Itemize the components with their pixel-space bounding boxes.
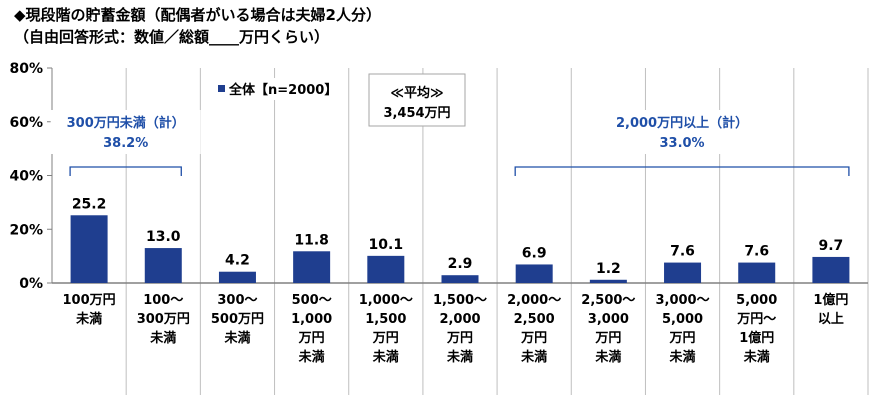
annotation-label: 2,000万円以上（計） <box>616 115 748 131</box>
x-tick-label: 3,000～ 5,000 万円未満 <box>655 293 709 365</box>
bar <box>218 271 256 283</box>
bar-value-label: 25.2 <box>72 196 107 212</box>
bar-value-label: 13.0 <box>146 229 181 245</box>
bar <box>441 275 479 283</box>
bar-value-label: 9.7 <box>819 238 844 254</box>
bar <box>515 264 553 283</box>
annotation-bg <box>607 110 758 154</box>
annotation-value: 38.2% <box>103 136 148 151</box>
bar-value-label: 11.8 <box>294 232 329 248</box>
y-tick-label: 0% <box>19 276 43 292</box>
legend-box <box>215 78 337 100</box>
x-tick-label: 500～ 1,000 万円未満 <box>291 293 332 365</box>
y-tick-label: 20% <box>9 222 43 238</box>
x-tick-label: 1億円以上 <box>813 292 848 327</box>
x-tick-label: 1,500～ 2,000 万円未満 <box>433 293 487 365</box>
bar-value-label: 6.9 <box>522 245 547 261</box>
bar-value-label: 1.2 <box>596 261 621 277</box>
legend-label: 全体【n=2000】 <box>228 82 337 98</box>
average-heading: ≪平均≫ <box>390 85 443 101</box>
x-tick-label: 100～ 300万円未満 <box>137 293 190 346</box>
x-tick-label: 300～ 500万円未満 <box>211 293 264 346</box>
bar <box>293 251 331 283</box>
average-value: 3,454万円 <box>383 106 450 121</box>
x-tick-label: 1,000～ 1,500 万円未満 <box>359 293 413 365</box>
bar <box>144 248 182 283</box>
bar-value-label: 2.9 <box>448 256 473 272</box>
bar-value-label: 10.1 <box>369 237 404 253</box>
y-tick-label: 80% <box>9 61 43 77</box>
annotation-label: 300万円未満（計） <box>67 115 185 131</box>
y-tick-label: 40% <box>9 169 43 185</box>
annotation-bg <box>50 110 201 154</box>
x-tick-label: 100万円未満 <box>63 293 116 327</box>
bar <box>738 262 776 283</box>
bar <box>367 255 405 283</box>
annotation-bracket <box>69 166 182 176</box>
chart-title: ◆現段階の貯蓄金額（配偶者がいる場合は夫婦2人分） <box>14 6 381 24</box>
x-tick-label: 2,500～ 3,000 万円未満 <box>581 293 635 365</box>
annotation-value: 33.0% <box>659 136 704 151</box>
bar <box>70 215 108 283</box>
bar-value-label: 7.6 <box>670 244 695 260</box>
annotation-bracket <box>514 166 850 176</box>
average-box <box>368 73 466 127</box>
chart-subtitle: （自由回答形式：数値／総額____万円くらい） <box>14 28 330 46</box>
x-tick-label: 2,000～ 2,500 万円未満 <box>507 293 561 365</box>
bar <box>812 256 850 283</box>
legend-swatch <box>218 85 225 92</box>
bar-value-label: 7.6 <box>744 244 769 260</box>
x-tick-label: 5,000 万円～ 1億円未満 <box>736 293 777 365</box>
bar <box>664 262 702 283</box>
y-tick-label: 60% <box>9 115 43 131</box>
bar <box>589 279 627 283</box>
bar-value-label: 4.2 <box>225 253 250 269</box>
